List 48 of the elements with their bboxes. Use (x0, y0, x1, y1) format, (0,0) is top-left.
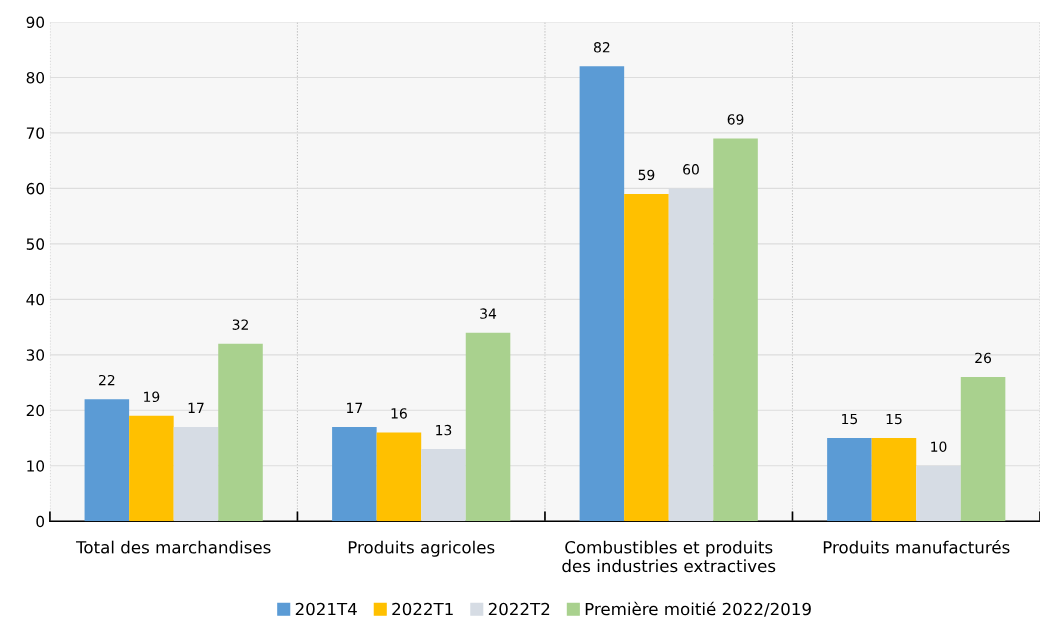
y-tick-label: 0 (36, 515, 45, 528)
bar (624, 193, 669, 522)
data-label: 17 (188, 402, 204, 413)
y-tick-label: 80 (26, 71, 45, 84)
data-label: 15 (842, 413, 858, 425)
bar (579, 66, 625, 522)
data-label: 17 (347, 402, 363, 413)
data-label: 32 (232, 319, 248, 330)
bar (827, 438, 872, 522)
x-tick-label: Total des marchandises (75, 540, 271, 554)
x-tick-label: Produits agricoles (348, 540, 495, 557)
legend-label: Première moitié 2022/2019 (585, 601, 811, 617)
y-tick-label: 50 (26, 238, 45, 250)
legend-label: 2022T2 (488, 602, 550, 616)
y-tick-label: 60 (26, 182, 45, 195)
bar (465, 332, 511, 522)
y-tick-label: 70 (26, 127, 45, 139)
data-label: 59 (638, 169, 655, 181)
bar (129, 415, 174, 522)
y-tick-label: 20 (26, 404, 45, 417)
bar (376, 432, 422, 522)
data-label: 69 (727, 114, 744, 125)
data-label: 16 (391, 408, 407, 419)
data-label: 10 (931, 441, 947, 452)
data-label: 22 (99, 374, 115, 386)
data-label: 26 (975, 352, 992, 364)
y-tick-label: 30 (26, 349, 45, 361)
bar (218, 343, 263, 522)
data-label: 15 (886, 413, 902, 425)
bar (173, 426, 219, 522)
x-tick-label: Combustibles et produits des industries extractives (562, 540, 776, 573)
y-tick-label: 40 (26, 293, 45, 306)
data-label: 34 (480, 308, 497, 319)
bar (332, 426, 377, 522)
x-tick-label: Produits manufacturés (823, 540, 1010, 554)
data-label: 60 (683, 164, 699, 175)
bar (84, 399, 130, 522)
data-label: 82 (593, 42, 610, 53)
bar (871, 438, 917, 522)
y-tick-label: 10 (27, 460, 45, 472)
bar (421, 449, 466, 522)
legend-label: 2022T1 (392, 602, 453, 616)
bar (960, 377, 1006, 522)
legend-label: 2021T4 (295, 602, 357, 616)
data-label: 13 (436, 424, 452, 436)
bar (713, 138, 758, 522)
data-label: 19 (144, 391, 160, 403)
y-tick-label: 90 (26, 16, 45, 28)
